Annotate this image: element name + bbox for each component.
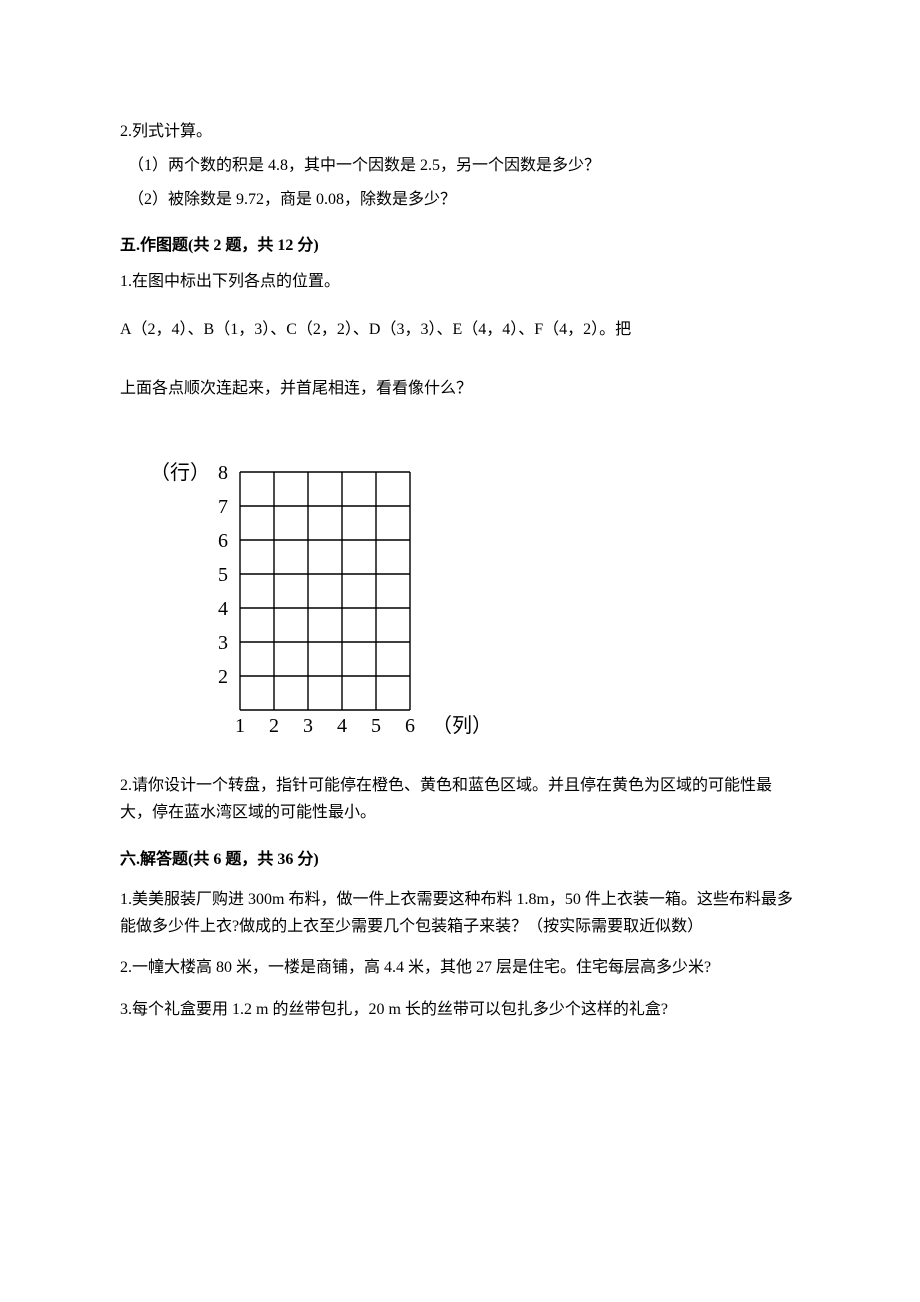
s5-q1-points: A（2，4）、B（1，3）、C（2，2）、D（3，3）、E（4，4）、F（4，2… <box>120 308 800 353</box>
svg-text:5: 5 <box>371 715 381 737</box>
svg-text:1: 1 <box>235 715 245 737</box>
svg-text:5: 5 <box>218 564 228 586</box>
s6-q2: 2.一幢大楼高 80 米，一楼是商铺，高 4.4 米，其他 27 层是住宅。住宅… <box>120 954 800 981</box>
q4-2-sub2: （2）被除数是 9.72，商是 0.08，除数是多少？ <box>128 188 800 212</box>
s5-q2: 2.请你设计一个转盘，指针可能停在橙色、黄色和蓝色区域。并且停在黄色为区域的可能… <box>120 772 800 826</box>
svg-text:3: 3 <box>303 715 313 737</box>
svg-text:4: 4 <box>218 598 228 620</box>
section6-title: 六.解答题(共 6 题，共 36 分) <box>120 848 800 872</box>
q4-2-sub1: （1）两个数的积是 4.8，其中一个因数是 2.5，另一个因数是多少？ <box>128 154 800 178</box>
svg-text:7: 7 <box>218 496 228 518</box>
grid-svg: 8 7 6 5 4 3 2 （行） 1 2 3 4 5 6 （列） <box>130 442 550 752</box>
svg-text:6: 6 <box>405 715 415 737</box>
s6-q1: 1.美美服装厂购进 300m 布料，做一件上衣需要这种布料 1.8m，50 件上… <box>120 886 800 940</box>
coordinate-grid: 8 7 6 5 4 3 2 （行） 1 2 3 4 5 6 （列） <box>130 442 800 752</box>
svg-text:（列）: （列） <box>432 714 492 737</box>
document-page: 2.列式计算。 （1）两个数的积是 4.8，其中一个因数是 2.5，另一个因数是… <box>0 0 920 1137</box>
svg-text:2: 2 <box>218 666 228 688</box>
section5-title: 五.作图题(共 2 题，共 12 分) <box>120 234 800 258</box>
s5-q1-title: 1.在图中标出下列各点的位置。 <box>120 270 800 294</box>
svg-text:8: 8 <box>218 462 228 484</box>
svg-text:6: 6 <box>218 530 228 552</box>
q4-2-title: 2.列式计算。 <box>120 120 800 144</box>
s6-q3: 3.每个礼盒要用 1.2 m 的丝带包扎，20 m 长的丝带可以包扎多少个这样的… <box>120 996 800 1023</box>
svg-text:4: 4 <box>337 715 347 737</box>
s5-q1-tail: 上面各点顺次连起来，并首尾相连，看看像什么？ <box>120 367 800 412</box>
svg-text:（行）: （行） <box>150 461 210 484</box>
svg-text:3: 3 <box>218 632 228 654</box>
svg-text:2: 2 <box>269 715 279 737</box>
